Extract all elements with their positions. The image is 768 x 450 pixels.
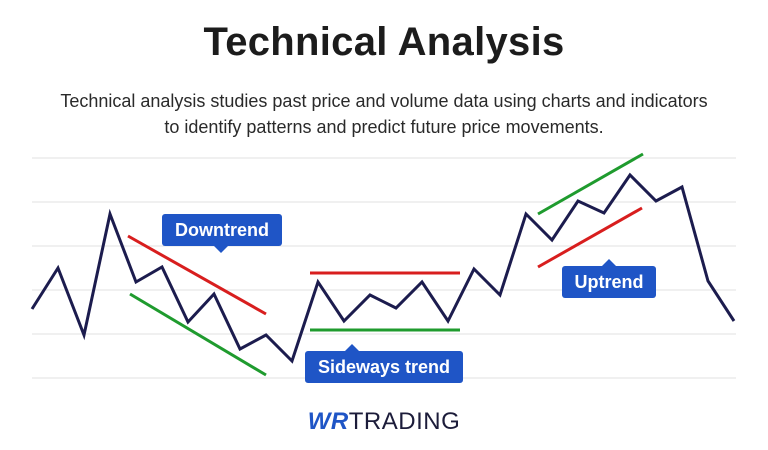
downtrend-resistance-line: [127, 234, 267, 316]
logo-text: TRADING: [348, 408, 461, 435]
downtrend-support-line: [129, 292, 267, 377]
trend-lines: [127, 152, 644, 377]
wr-trading-logo: WRTRADING: [0, 408, 768, 436]
uptrend-support-line: [537, 152, 644, 216]
price-line: [30, 172, 736, 364]
logo-mark: WR: [307, 408, 349, 435]
page-subtitle: Technical analysis studies past price an…: [60, 91, 708, 137]
page-title: Technical Analysis: [203, 20, 565, 64]
sideways-trend-label: Sideways trend: [305, 344, 463, 383]
downtrend-label: Downtrend: [162, 214, 282, 253]
uptrend-label: Uptrend: [562, 259, 656, 298]
uptrend-resistance-line: [537, 206, 643, 269]
